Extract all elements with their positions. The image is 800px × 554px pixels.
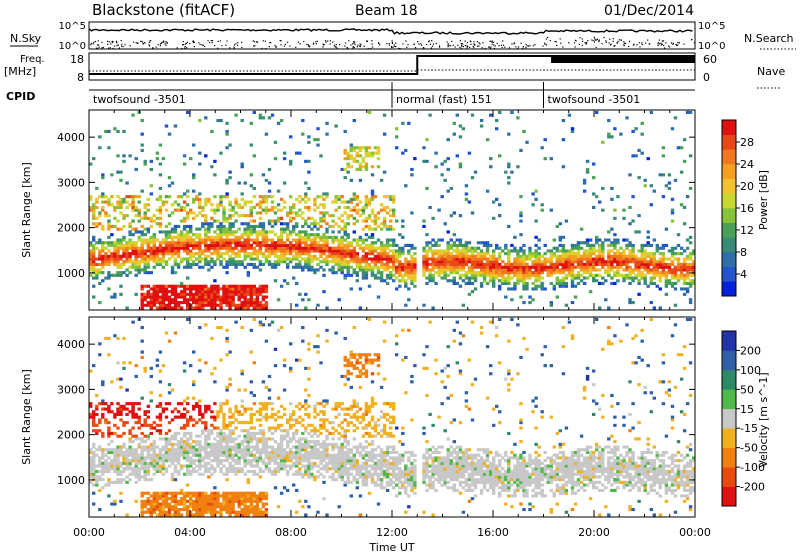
colorbar-swatch — [722, 428, 736, 448]
colorbar-swatch — [722, 193, 736, 209]
colorbar-swatch — [722, 208, 736, 223]
colorbar-tick-label: 4 — [740, 268, 747, 281]
colorbar-swatch — [722, 281, 736, 297]
power-ylabel: Slant Range [km] — [20, 162, 33, 258]
date-label: 01/Dec/2014 — [604, 3, 694, 19]
y-tick-label: 3000 — [57, 176, 85, 189]
colorbar-tick-label: 20 — [740, 180, 754, 193]
freq-label-line2: [MHz] — [4, 65, 36, 78]
velocity-y-axis: 1000 2000 3000 4000 — [57, 338, 695, 487]
velocity-heatmap — [89, 317, 696, 517]
nave-tick-top: 60 — [703, 53, 717, 66]
velocity-x-axis — [88, 317, 696, 517]
nave-series — [89, 69, 695, 72]
noise-tick-bottom-right: 10^0 — [698, 41, 725, 52]
time-axis-title: Time UT — [368, 541, 414, 554]
y-tick-label: 3000 — [57, 383, 85, 396]
power-x-axis — [88, 110, 696, 310]
colorbar-swatch — [722, 266, 736, 282]
noise-tick-top-left: 10^5 — [59, 21, 86, 32]
nave-tick-bottom: 0 — [703, 71, 710, 84]
colorbar-tick-label: -200 — [740, 481, 765, 494]
power-y-axis: 1000 2000 3000 4000 — [57, 131, 695, 280]
noise-tick-bottom-left: 10^0 — [59, 41, 86, 52]
y-tick-label: 4000 — [57, 131, 85, 144]
cpid-row: twofsound -3501 normal (fast) 151 twofsoun… — [89, 82, 695, 108]
time-tick-label: 16:00 — [477, 526, 509, 539]
frequency-series — [89, 55, 695, 75]
freq-tick-bottom: 8 — [77, 71, 84, 84]
power-colorbar-label: Power [dB] — [757, 170, 770, 230]
y-tick-label: 1000 — [57, 474, 85, 487]
cpid-segment-label: twofsound -3501 — [548, 93, 641, 106]
time-tick-label: 04:00 — [174, 526, 206, 539]
noise-sky-series — [88, 28, 693, 35]
colorbar-tick-label: 8 — [740, 246, 747, 259]
nsky-label: N.Sky — [10, 32, 42, 45]
cpid-label: CPID — [6, 90, 35, 103]
freq-tick-top: 18 — [70, 53, 84, 66]
colorbar-swatch — [722, 350, 736, 371]
colorbar-swatch — [722, 178, 736, 194]
velocity-ylabel: Slant Range [km] — [20, 369, 33, 465]
colorbar-swatch — [722, 237, 736, 253]
time-tick-label: 00:00 — [679, 526, 711, 539]
velocity-panel: 1000 2000 3000 4000 — [57, 316, 696, 518]
noise-search-series — [90, 36, 696, 50]
y-tick-label: 2000 — [57, 429, 85, 442]
colorbar-tick-label: -50 — [740, 442, 758, 455]
nave-label: Nave — [757, 65, 785, 78]
colorbar-tick-label: 50 — [740, 383, 754, 396]
colorbar-swatch — [722, 389, 736, 410]
velocity-colorbar: 200 100 50 15 -15 -50 -100 -200 — [721, 330, 765, 507]
station-title: Blackstone (fitACF) — [92, 1, 235, 19]
colorbar-tick-label: 200 — [740, 344, 761, 357]
colorbar-swatch — [722, 331, 736, 351]
colorbar-tick-label: 24 — [740, 158, 754, 171]
colorbar-swatch — [722, 252, 736, 267]
power-panel: 1000 2000 3000 4000 — [57, 109, 696, 311]
power-colorbar: 4 8 12 16 20 24 28 — [721, 119, 754, 297]
time-tick-label: 12:00 — [376, 526, 408, 539]
power-heatmap — [89, 110, 696, 310]
time-tick-label: 00:00 — [73, 526, 105, 539]
beam-label: Beam 18 — [355, 3, 418, 19]
noise-tick-top-right: 10^5 — [698, 21, 725, 32]
cpid-segment-label: twofsound -3501 — [93, 93, 186, 106]
colorbar-swatch — [722, 120, 736, 135]
velocity-colorbar-label: Velocity [m s^-1] — [757, 372, 770, 467]
y-tick-label: 1000 — [57, 267, 85, 280]
colorbar-tick-label: -100 — [740, 461, 765, 474]
freq-panel — [88, 52, 696, 81]
colorbar-swatch — [722, 134, 736, 150]
colorbar-swatch — [722, 467, 736, 487]
nsearch-label: N.Search — [744, 32, 794, 45]
time-axis-labels: 00:00 04:00 08:00 12:00 16:00 20:00 00:00 — [73, 526, 711, 539]
y-tick-label: 4000 — [57, 338, 85, 351]
cpid-segment-label: normal (fast) 151 — [396, 93, 492, 106]
colorbar-swatch — [722, 447, 736, 468]
y-tick-label: 2000 — [57, 222, 85, 235]
colorbar-tick-label: 15 — [740, 403, 754, 416]
colorbar-swatch — [722, 408, 736, 429]
colorbar-swatch — [722, 486, 736, 507]
colorbar-swatch — [722, 164, 736, 179]
time-tick-label: 08:00 — [275, 526, 307, 539]
colorbar-tick-label: 100 — [740, 364, 761, 377]
freq-label-line1: Freq. — [20, 54, 45, 65]
colorbar-tick-label: 28 — [740, 136, 754, 149]
colorbar-swatch — [722, 222, 736, 238]
colorbar-tick-label: 16 — [740, 202, 754, 215]
time-tick-label: 20:00 — [578, 526, 610, 539]
colorbar-tick-label: 12 — [740, 224, 754, 237]
colorbar-tick-label: -15 — [740, 422, 758, 435]
colorbar-swatch — [722, 149, 736, 165]
colorbar-swatch — [722, 369, 736, 390]
noise-panel — [88, 21, 696, 50]
